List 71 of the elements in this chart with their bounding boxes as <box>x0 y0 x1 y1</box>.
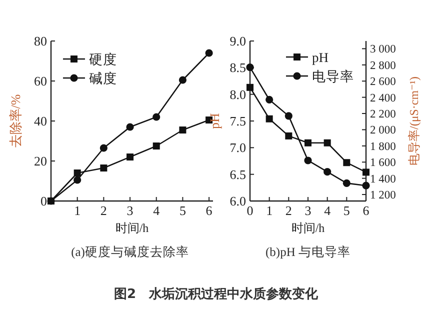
y-axis-title: 去除率/% <box>8 94 23 148</box>
x-axis-title: 时间/h <box>291 221 325 235</box>
x-tick-label: 5 <box>343 203 350 218</box>
x-tick-label: 3 <box>304 203 312 218</box>
y-tick-label: 7.0 <box>230 140 246 156</box>
point <box>324 139 331 146</box>
x-tick-label: 2 <box>285 203 292 218</box>
point <box>100 164 108 172</box>
x-tick-label: 4 <box>153 203 160 218</box>
x-tick-label: 2 <box>100 203 107 218</box>
y2-tick-label: 1 400 <box>370 173 396 186</box>
y2-tick-label: 2 400 <box>370 92 396 104</box>
point <box>178 76 187 84</box>
point <box>342 179 350 187</box>
y-tick-label: 0 <box>40 194 47 208</box>
y-tick-label: 80 <box>34 34 47 48</box>
y-tick-label: 60 <box>34 74 47 88</box>
y2-tick-label: 2 600 <box>370 76 396 88</box>
point <box>266 115 273 122</box>
x-tick-label: 1 <box>266 203 273 218</box>
legend-label: 电导率 <box>312 69 354 84</box>
x-tick-label: 5 <box>179 203 186 218</box>
point <box>246 64 254 72</box>
y-tick-label: 6.5 <box>230 166 246 182</box>
x-axis-title: 时间/h <box>115 221 149 235</box>
y-tick-label: 20 <box>34 154 47 168</box>
x-tick-label: 1 <box>74 203 81 218</box>
point <box>304 156 312 164</box>
x-tick-label: 6 <box>362 203 370 218</box>
point <box>205 49 213 57</box>
text: (b)pH 与电导率 <box>266 244 350 259</box>
y2-tick-label: 2 200 <box>370 108 396 121</box>
point <box>74 176 82 184</box>
y-tick-label: 8.0 <box>230 86 246 102</box>
point <box>126 154 134 160</box>
y-tick-label: 6.0 <box>230 194 246 208</box>
y2-tick-label: 1 200 <box>370 190 396 202</box>
y2-tick-label: 2 800 <box>370 60 396 72</box>
y2-tick-label: 2 000 <box>370 124 396 137</box>
y-axis-title: pH <box>207 113 222 129</box>
point <box>126 123 134 131</box>
point <box>362 168 370 176</box>
y-tick-label: 7.5 <box>230 114 246 128</box>
legend-label: 碱度 <box>89 71 117 86</box>
point <box>266 96 274 104</box>
point <box>362 182 370 190</box>
text: (a)硬度与碱度去除率 <box>71 244 189 259</box>
point <box>100 144 108 152</box>
y-tick-label: 9.0 <box>230 34 246 48</box>
x-tick-label: 4 <box>324 203 332 218</box>
point <box>246 84 254 91</box>
legend-label: 硬度 <box>89 52 117 67</box>
y2-axis-title: 电导率/(μS·cm⁻¹) <box>407 76 421 166</box>
point <box>152 113 160 121</box>
point <box>179 126 186 134</box>
point <box>304 139 312 146</box>
point <box>324 168 332 176</box>
y-tick-label: 40 <box>34 114 47 128</box>
point <box>285 132 292 140</box>
point <box>152 142 160 150</box>
y2-tick-label: 1 800 <box>370 140 396 153</box>
y2-tick-label: 1 600 <box>370 157 396 170</box>
point <box>74 170 81 176</box>
point <box>284 112 292 120</box>
legend-label: pH <box>312 50 329 65</box>
y2-tick-label: 3 000 <box>370 44 396 56</box>
y-tick-label: 8.5 <box>230 60 246 76</box>
x-tick-label: 6 <box>206 203 213 218</box>
point <box>343 159 350 166</box>
x-tick-label: 3 <box>126 203 134 218</box>
caption: 图2 水垢沉积过程中水质参数变化 <box>114 286 320 302</box>
